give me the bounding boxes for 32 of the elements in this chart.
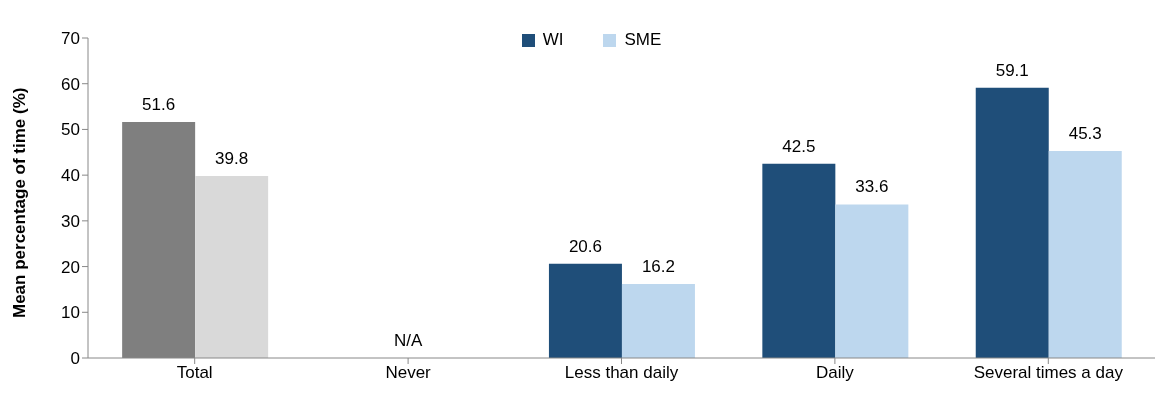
bar [975, 87, 1049, 358]
y-tick-label: 30 [61, 211, 80, 231]
bar [621, 283, 695, 358]
data-label: 16.2 [641, 256, 675, 276]
y-tick-label: 70 [61, 29, 80, 49]
bar [835, 204, 909, 358]
data-label: 20.6 [568, 236, 602, 256]
data-label: 39.8 [215, 149, 249, 169]
bar [195, 176, 269, 358]
y-tick-label: 20 [61, 257, 80, 277]
y-axis-title: Mean percentage of time (%) [10, 87, 30, 318]
data-label: 51.6 [142, 95, 176, 115]
data-label: 45.3 [1068, 123, 1102, 143]
bar [762, 163, 836, 358]
x-tick-label: Less than daily [564, 363, 679, 383]
x-tick-label: Total [176, 363, 213, 383]
x-tick-label: Never [385, 363, 432, 383]
data-label: 59.1 [995, 60, 1029, 80]
y-tick-label: 0 [70, 349, 80, 369]
data-label: 33.6 [855, 177, 889, 197]
y-tick-label: 40 [61, 166, 80, 186]
y-tick-label: 10 [61, 303, 80, 323]
annotation: N/A [393, 331, 423, 350]
legend-label: SME [624, 30, 662, 50]
y-tick-label: 50 [61, 120, 80, 140]
data-label: 42.5 [782, 136, 816, 156]
x-tick-label: Daily [816, 363, 855, 383]
y-tick-label: 60 [61, 74, 80, 94]
bar [1048, 150, 1122, 358]
legend-label: WI [542, 30, 564, 50]
bar [548, 263, 622, 358]
x-tick-label: Several times a day [973, 363, 1124, 383]
